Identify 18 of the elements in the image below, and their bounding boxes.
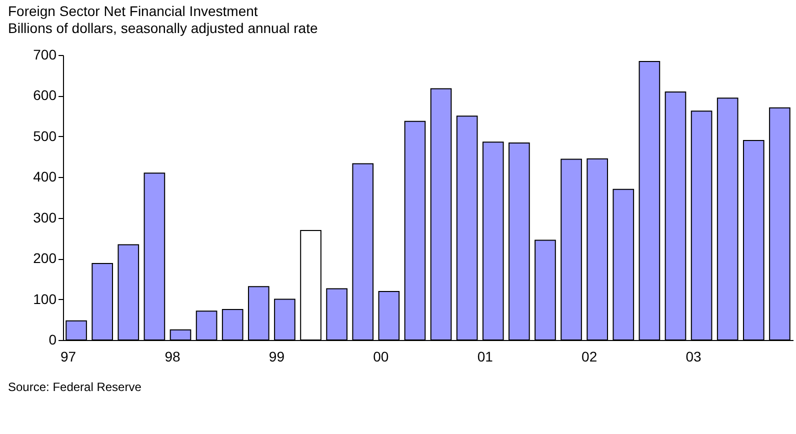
y-tick-label: 200: [33, 250, 57, 266]
y-tick-label: 700: [33, 46, 57, 62]
x-tick-label: 00: [373, 348, 389, 364]
x-tick-label: 99: [268, 348, 285, 364]
x-tick-label: 01: [477, 348, 494, 364]
x-tick-label: 97: [60, 348, 76, 364]
x-tick-label: 02: [582, 348, 598, 364]
y-tick-label: 100: [33, 290, 57, 307]
y-tick-label: 0: [48, 332, 57, 348]
x-tick-label: 03: [686, 348, 702, 364]
y-tick-label: 400: [33, 168, 57, 185]
y-tick-label: 500: [33, 128, 57, 144]
y-tick-label: 300: [33, 209, 57, 226]
x-tick-label: 98: [164, 348, 180, 364]
chart-subtitle: Billions of dollars, seasonally adjusted annual rate: [8, 20, 318, 36]
source-note: Source: Federal Reserve: [8, 380, 142, 394]
y-tick-label: 600: [33, 87, 57, 104]
chart-title: Foreign Sector Net Financial Investment: [8, 3, 258, 19]
